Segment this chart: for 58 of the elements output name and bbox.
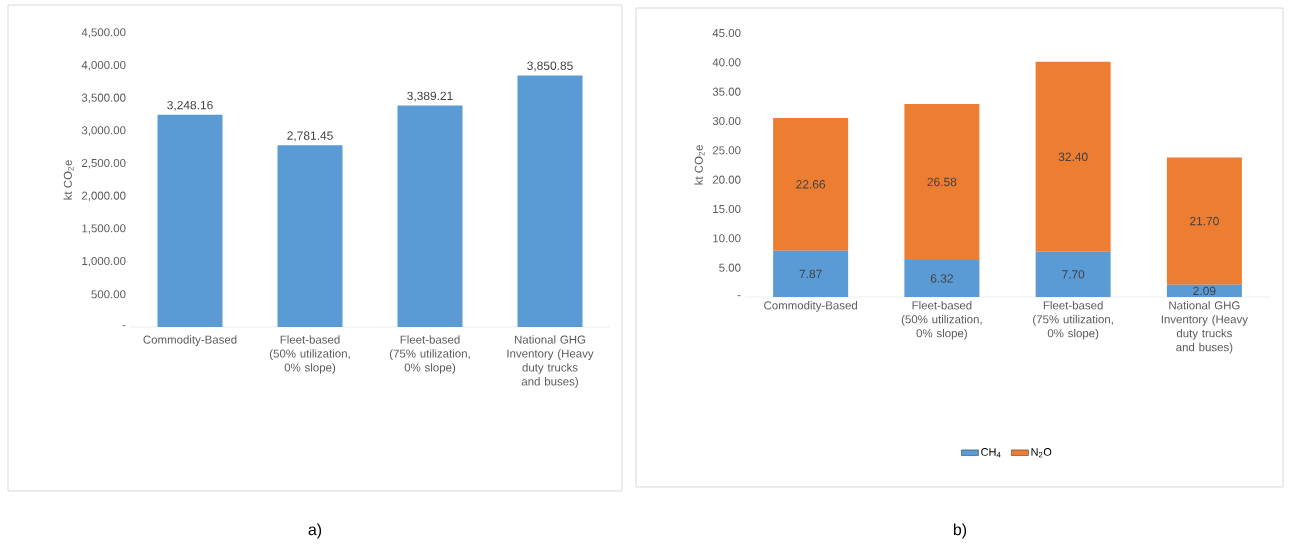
x-tick-label: Fleet-based (50% utilization, 0% slope) [901, 301, 982, 340]
y-tick-label: 40.00 [712, 58, 741, 67]
data-label: 3,850.85 [527, 61, 573, 72]
text: b) [953, 523, 967, 539]
y-tick-label: 4,000.00 [81, 60, 126, 71]
y-tick-label: 10.00 [713, 234, 741, 243]
data-label: 7.87 [799, 269, 822, 279]
x-tick-label: Commodity-Based [764, 301, 857, 312]
bar [773, 250, 849, 297]
y-tick-label: - [122, 325, 126, 327]
x-tick-label: Fleet-based (75% utilization, 0% slope) [1033, 301, 1113, 340]
y-tick-label: 1,500.00 [82, 224, 126, 234]
data-label: 3,389.21 [407, 91, 453, 102]
y-axis-title: kt CO$_{2}$e [63, 160, 74, 200]
x-tick-label: National GHG Inventory (Heavy duty trucks and buses) [507, 335, 594, 388]
y-tick-label: 2,500.00 [81, 158, 126, 169]
y-tick-label: 500.00 [91, 290, 126, 299]
data-label: 22.66 [796, 180, 826, 189]
data-label: 2,781.45 [287, 131, 333, 142]
bar [904, 103, 980, 260]
y-tick-label: 20.00 [712, 175, 741, 184]
bar [1166, 157, 1242, 285]
x-tick-label: Fleet-based (50% utilization, 0% slope) [269, 335, 350, 374]
text: a) [308, 523, 322, 539]
data-label: 2.09 [1193, 286, 1216, 296]
y-tick-label: - [737, 295, 741, 297]
y-tick-label: 5.00 [719, 263, 741, 272]
bar [1035, 251, 1111, 297]
data-label: 26.58 [927, 177, 957, 187]
x-tick-label: National GHG Inventory (Heavy duty trucks and buses) [1161, 301, 1248, 354]
y-tick-label: 25.00 [712, 146, 741, 155]
y-tick-label: 3,500.00 [81, 93, 126, 104]
data-label: 21.70 [1190, 216, 1219, 226]
bar [1166, 284, 1242, 297]
data-label: 3,248.16 [167, 100, 213, 111]
y-tick-label: 45.00 [712, 28, 741, 38]
bar [277, 145, 343, 327]
bar [397, 105, 463, 327]
y-tick-label: 2,000.00 [81, 191, 126, 202]
bar [517, 75, 583, 327]
data-label: 6.32 [930, 274, 953, 283]
y-tick-label: 35.00 [712, 87, 741, 96]
data-label: 7.70 [1062, 270, 1085, 279]
bar [773, 117, 849, 251]
y-tick-label: 15.00 [713, 204, 741, 214]
legend-label: CH$_{4}$ [981, 448, 1001, 458]
bar [157, 114, 223, 327]
y-tick-label: 3,000.00 [81, 126, 126, 136]
y-tick-label: 30.00 [712, 116, 741, 126]
legend-label: N$_{2}$O [1031, 448, 1052, 458]
bar [1035, 61, 1111, 252]
x-tick-label: Fleet-based (75% utilization, 0% slope) [389, 335, 470, 374]
x-tick-label: Commodity-Based [143, 335, 237, 346]
y-tick-label: 4,500.00 [81, 28, 126, 38]
y-axis-title: kt CO$_{2}$e [694, 145, 705, 185]
y-tick-label: 1,000.00 [82, 256, 126, 267]
data-label: 32.40 [1058, 152, 1088, 161]
bar [904, 259, 980, 297]
